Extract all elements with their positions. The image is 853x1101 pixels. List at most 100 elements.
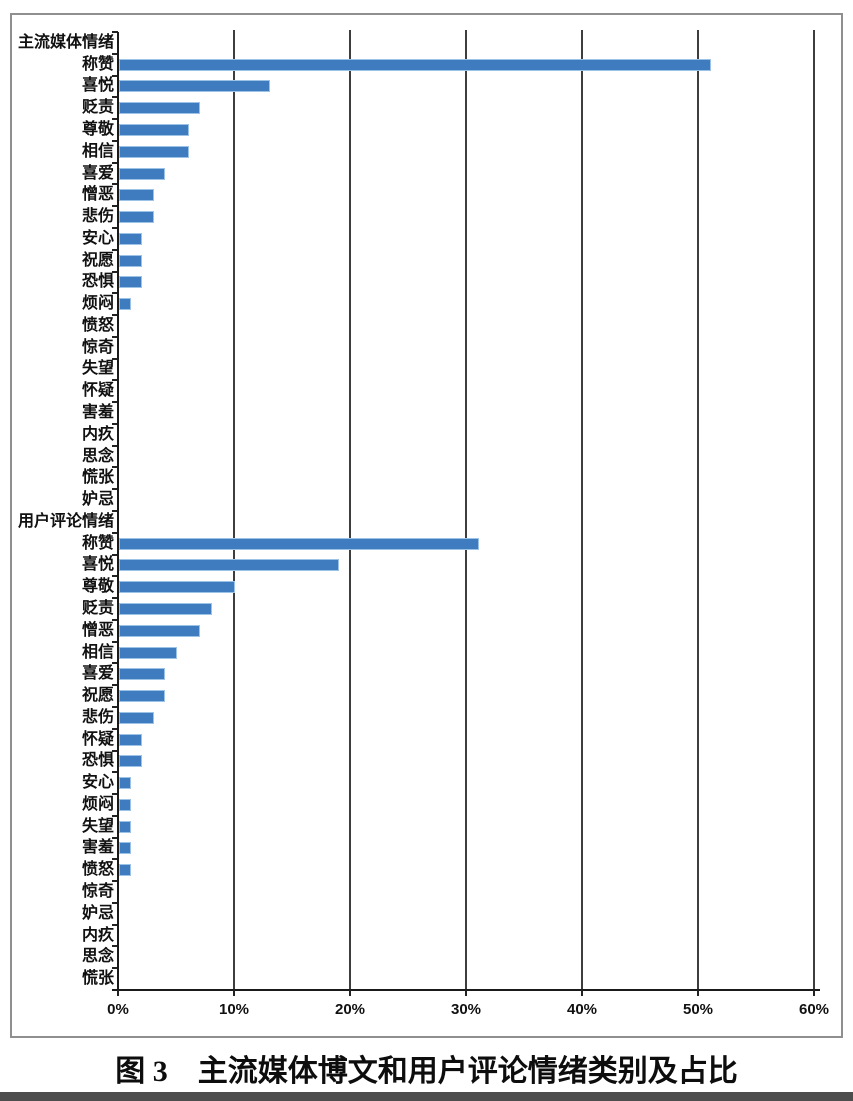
bar — [119, 211, 154, 224]
x-tick-label: 20% — [334, 1001, 366, 1018]
category-label: 悲伤 — [81, 708, 114, 726]
category-axis-tick — [112, 967, 118, 970]
category-axis-tick — [112, 139, 118, 142]
x-tick-label: 10% — [218, 1001, 250, 1018]
category-axis-tick — [112, 510, 118, 512]
category-label: 怀疑 — [81, 382, 114, 400]
bar — [119, 668, 165, 681]
category-axis-tick — [112, 705, 118, 708]
bar — [119, 711, 154, 724]
value-axis-tick — [117, 990, 119, 996]
bar — [119, 276, 142, 289]
category-axis-tick — [112, 248, 118, 251]
bar — [119, 602, 212, 615]
category-axis-tick — [112, 684, 118, 687]
x-tick-label: 50% — [682, 1001, 714, 1018]
category-label: 愤怒 — [81, 861, 114, 879]
category-label: 烦闷 — [81, 295, 114, 313]
category-label: 恐惧 — [81, 273, 114, 291]
gridline-10% — [233, 30, 235, 990]
category-label: 妒忌 — [81, 904, 114, 922]
category-label: 安心 — [81, 229, 114, 247]
category-axis-tick — [112, 880, 118, 883]
bar — [119, 145, 189, 158]
category-axis-tick — [112, 31, 118, 33]
category-label: 喜悦 — [81, 556, 114, 574]
category-axis-tick — [112, 553, 118, 556]
category-axis-tick — [112, 597, 118, 600]
x-tick-label: 0% — [107, 1001, 129, 1018]
bar — [119, 58, 711, 71]
bar — [119, 624, 200, 637]
bar — [119, 189, 154, 202]
category-axis-tick — [112, 836, 118, 839]
category-label: 慌张 — [81, 469, 114, 487]
bar — [119, 755, 142, 768]
bar — [119, 690, 165, 703]
category-label: 相信 — [81, 643, 114, 661]
category-axis-tick — [112, 183, 118, 186]
x-tick-label: 60% — [798, 1001, 830, 1018]
category-label: 相信 — [81, 142, 114, 160]
category-label: 慌张 — [81, 970, 114, 988]
category-axis-tick — [112, 662, 118, 665]
category-axis-tick — [112, 314, 118, 317]
category-axis-tick — [112, 945, 118, 948]
category-axis-tick — [112, 379, 118, 382]
category-label: 贬责 — [81, 99, 114, 117]
category-axis-tick — [112, 466, 118, 469]
page-bottom-strip — [0, 1092, 853, 1101]
category-axis-tick — [112, 335, 118, 338]
category-axis-tick — [112, 901, 118, 904]
category-axis-tick — [112, 118, 118, 121]
category-label: 惊奇 — [81, 338, 114, 356]
category-label: 思念 — [81, 447, 114, 465]
category-label: 愤怒 — [81, 316, 114, 334]
figure-caption: 图 3 主流媒体博文和用户评论情绪类别及占比 — [115, 1055, 738, 1088]
value-axis-tick — [465, 990, 467, 996]
category-axis-tick — [112, 52, 118, 55]
bar — [119, 298, 131, 311]
category-axis-tick — [112, 749, 118, 752]
category-label: 尊敬 — [81, 578, 114, 596]
x-tick-label: 40% — [566, 1001, 598, 1018]
gridline-60% — [813, 30, 815, 990]
bar — [119, 167, 165, 180]
category-label: 称赞 — [81, 534, 114, 552]
category-axis-tick — [112, 74, 118, 77]
category-label: 贬责 — [81, 599, 114, 617]
category-axis-tick — [112, 357, 118, 360]
category-label: 祝愿 — [81, 251, 114, 269]
bar — [119, 820, 131, 833]
bar — [119, 80, 270, 93]
gridline-40% — [581, 30, 583, 990]
bar — [119, 559, 339, 572]
category-axis-tick — [112, 270, 118, 273]
category-axis-tick — [112, 923, 118, 926]
category-label: 惊奇 — [81, 883, 114, 901]
category-label: 怀疑 — [81, 730, 114, 748]
gridline-30% — [465, 30, 467, 990]
category-axis-tick — [112, 858, 118, 861]
category-label: 悲伤 — [81, 208, 114, 226]
bar — [119, 254, 142, 267]
category-label: 内疚 — [81, 425, 114, 443]
category-axis-tick — [112, 793, 118, 796]
bar — [119, 733, 142, 746]
figure-frame — [10, 13, 843, 1038]
x-tick-label: 30% — [450, 1001, 482, 1018]
category-axis-tick — [112, 226, 118, 229]
category-label: 喜悦 — [81, 77, 114, 95]
category-label: 妒忌 — [81, 491, 114, 509]
category-label: 憎恶 — [81, 621, 114, 639]
bar — [119, 581, 235, 594]
category-axis-tick — [112, 531, 118, 534]
category-axis-tick — [112, 422, 118, 425]
category-axis-tick — [112, 771, 118, 774]
category-axis-tick — [112, 618, 118, 621]
category-axis-tick — [112, 205, 118, 208]
bar — [119, 123, 189, 136]
category-label: 喜爱 — [81, 665, 114, 683]
category-label: 憎恶 — [81, 186, 114, 204]
group-label-0: 主流媒体情绪 — [17, 33, 114, 51]
